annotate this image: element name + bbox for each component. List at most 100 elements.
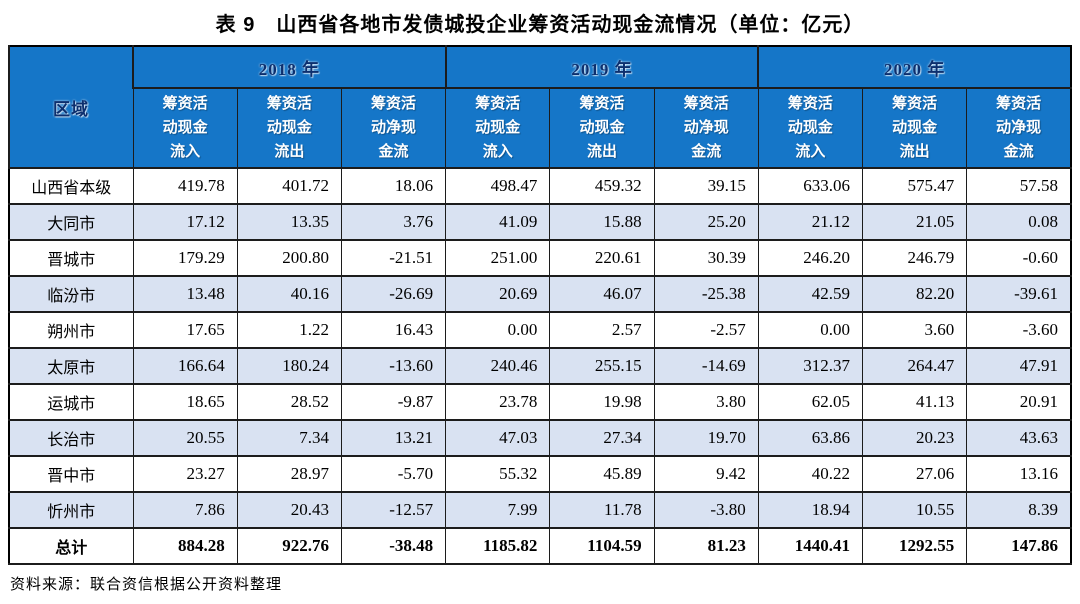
value-cell: 884.28 [132,528,238,564]
value-cell: 63.86 [757,420,863,456]
col-header-2018-outflow: 筹资活 动现金 流出 [236,88,342,169]
value-cell: 246.20 [757,240,863,276]
table-header: 区域 2018 年 2019 年 2020 年 筹资活 动现金 流入 筹资活 动… [8,46,1071,169]
value-cell: 7.34 [236,420,342,456]
cashflow-table: 区域 2018 年 2019 年 2020 年 筹资活 动现金 流入 筹资活 动… [8,45,1072,565]
col-header-2019-inflow: 筹资活 动现金 流入 [445,88,550,169]
value-cell: 27.06 [862,456,967,492]
data-source-note: 资料来源：联合资信根据公开资料整理 [10,577,283,593]
value-cell: 21.05 [862,204,967,240]
col-header-2020-inflow: 筹资活 动现金 流入 [757,88,863,169]
value-cell: 23.27 [132,456,238,492]
value-cell: 0.08 [966,204,1071,240]
value-cell: 633.06 [757,168,863,204]
value-cell: 42.59 [757,276,863,312]
col-header-2018-inflow: 筹资活 动现金 流入 [132,88,238,169]
value-cell: 264.47 [862,348,967,384]
region-header-cell: 区域 [8,46,133,169]
value-cell: 25.20 [653,204,759,240]
value-cell: 7.99 [445,492,550,528]
value-cell: 20.43 [236,492,342,528]
value-cell: 459.32 [549,168,655,204]
value-cell: 255.15 [549,348,655,384]
value-cell: 200.80 [236,240,342,276]
value-cell: 39.15 [653,168,759,204]
region-cell: 晋城市 [47,252,96,269]
value-cell: 1104.59 [549,528,655,564]
value-cell: 15.88 [549,204,655,240]
value-cell: 240.46 [445,348,550,384]
value-cell: 55.32 [445,456,550,492]
value-cell: 19.98 [549,384,655,420]
value-cell: 28.97 [236,456,342,492]
table-title: 表 9 山西省各地市发债城投企业筹资活动现金流情况（单位：亿元） [215,14,865,36]
col-header-2019-net: 筹资活 动净现 金流 [653,88,759,169]
value-cell: -0.60 [966,240,1071,276]
value-cell: 40.22 [757,456,863,492]
value-cell: 18.06 [340,168,446,204]
value-cell: 82.20 [862,276,967,312]
value-cell: 30.39 [653,240,759,276]
value-cell: 41.13 [862,384,967,420]
value-cell: 180.24 [236,348,342,384]
table-row: 运城市 18.65 28.52 -9.87 23.78 19.98 3.80 62.05 41.… [9,384,1071,420]
subcolumn-header-row: 筹资活 动现金 流入 筹资活 动现金 流出 筹资活 动净现 金流 筹资活 动现金… [9,88,1071,169]
value-cell: 11.78 [549,492,655,528]
region-cell: 长治市 [47,432,96,449]
col-header-2018-net: 筹资活 动净现 金流 [340,88,446,169]
value-cell: 20.23 [862,420,967,456]
value-cell: 47.03 [445,420,550,456]
value-cell: 147.86 [966,528,1071,564]
region-cell: 总计 [55,540,88,557]
value-cell: 47.91 [966,348,1071,384]
table-row: 临汾市 13.48 40.16 -26.69 20.69 46.07 -25.38 42.59… [9,276,1071,312]
value-cell: -3.60 [966,312,1071,348]
value-cell: -2.57 [653,312,759,348]
value-cell: 46.07 [549,276,655,312]
table-row: 晋中市 23.27 28.97 -5.70 55.32 45.89 9.42 40.22 27.… [9,456,1071,492]
col-header-2020-outflow: 筹资活 动现金 流出 [862,88,967,169]
table-row: 太原市 166.64 180.24 -13.60 240.46 255.15 -14.69 3… [9,348,1071,384]
table-row: 忻州市 7.86 20.43 -12.57 7.99 11.78 -3.80 18.94 10.… [9,492,1071,528]
region-cell: 运城市 [47,396,96,413]
value-cell: 81.23 [653,528,759,564]
value-cell: 19.70 [653,420,759,456]
value-cell: 20.55 [132,420,238,456]
region-cell: 太原市 [47,360,96,377]
value-cell: 17.12 [132,204,238,240]
value-cell: 7.86 [132,492,238,528]
value-cell: 13.21 [340,420,446,456]
value-cell: -25.38 [653,276,759,312]
table-row: 山西省本级 419.78 401.72 18.06 498.47 459.32 39.15 6… [9,168,1071,204]
value-cell: 1185.82 [445,528,550,564]
value-cell: 401.72 [236,168,342,204]
value-cell: -13.60 [340,348,446,384]
value-cell: -5.70 [340,456,446,492]
region-cell: 临汾市 [47,288,96,305]
value-cell: -38.48 [340,528,446,564]
value-cell: 1292.55 [862,528,967,564]
table-row: 长治市 20.55 7.34 13.21 47.03 27.34 19.70 63.86 20.… [9,420,1071,456]
value-cell: -3.80 [653,492,759,528]
value-cell: 246.79 [862,240,967,276]
value-cell: -12.57 [340,492,446,528]
value-cell: 166.64 [132,348,238,384]
value-cell: 3.76 [340,204,446,240]
value-cell: 40.16 [236,276,342,312]
col-header-2020-net: 筹资活 动净现 金流 [966,88,1071,169]
value-cell: 28.52 [236,384,342,420]
year-header-2020: 2020 年 [757,46,1071,89]
region-cell: 山西省本级 [31,180,112,197]
value-cell: -14.69 [653,348,759,384]
value-cell: -26.69 [340,276,446,312]
year-header-row: 区域 2018 年 2019 年 2020 年 [8,46,1071,169]
value-cell: 62.05 [757,384,863,420]
value-cell: 220.61 [549,240,655,276]
value-cell: 18.65 [132,384,238,420]
value-cell: 16.43 [340,312,446,348]
year-header-2019: 2019 年 [444,46,759,89]
value-cell: 41.09 [445,204,550,240]
value-cell: 20.91 [966,384,1071,420]
col-header-2019-outflow: 筹资活 动现金 流出 [549,88,655,169]
